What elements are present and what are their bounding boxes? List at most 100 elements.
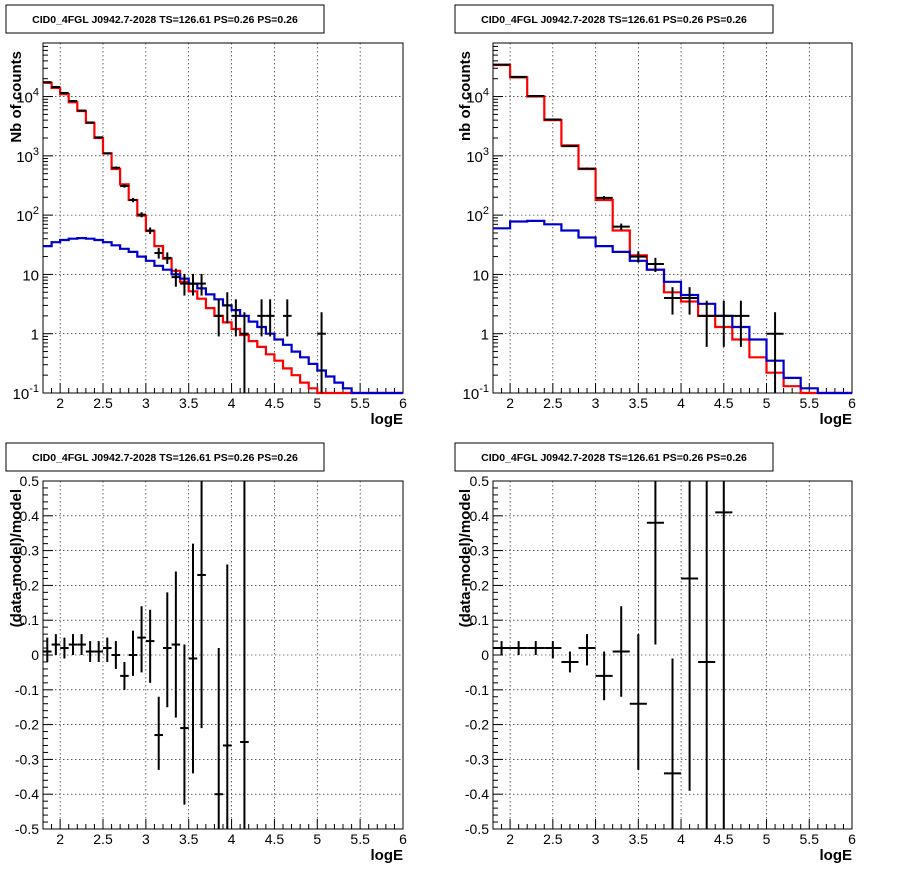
x-axis	[492, 383, 853, 393]
x-tick-label: 2.5	[93, 395, 113, 411]
series-step-1	[493, 219, 852, 395]
y-tick-label: -0.4	[15, 786, 39, 802]
grid	[43, 481, 403, 829]
x-tick-label: 4.5	[714, 395, 734, 411]
series-step-1	[43, 237, 403, 395]
chart-title: CID0_4FGL J0942.7-2028 TS=126.61 PS=0.26…	[32, 452, 298, 464]
x-tick-label: 6	[399, 395, 407, 411]
y-tick-label: 10-1	[13, 383, 39, 403]
y-tick-label: 1	[481, 327, 489, 344]
y-axis-label: (data-model)/model	[457, 489, 474, 627]
chart-panel-2: CID0_4FGL J0942.7-2028 TS=126.61 PS=0.26…	[454, 4, 856, 428]
x-tick-label: 4.5	[265, 395, 285, 411]
x-tick-label: 3	[592, 831, 600, 847]
y-axis-label: Nb of counts	[8, 51, 25, 143]
y-tick-label: -0.2	[15, 717, 39, 733]
y-axis	[43, 42, 53, 394]
x-tick-label: 3.5	[179, 831, 199, 847]
x-tick-label: 2.5	[93, 831, 113, 847]
plot-frame	[492, 42, 853, 394]
chart-title: CID0_4FGL J0942.7-2028 TS=126.61 PS=0.26…	[32, 14, 298, 26]
x-tick-label: 5.5	[800, 395, 820, 411]
y-tick-label: -0.4	[465, 786, 489, 802]
y-tick-label: 0.4	[470, 508, 490, 524]
x-axis-label: logE	[820, 847, 853, 864]
y-tick-label: 102	[16, 205, 39, 225]
data-points	[493, 481, 733, 829]
y-axis-label: (data-model)/model	[8, 489, 25, 627]
x-tick-label: 4.5	[265, 831, 285, 847]
y-tick-label: 103	[16, 146, 39, 166]
y-tick-label: 102	[466, 205, 489, 225]
x-tick-label: 3	[592, 395, 600, 411]
chart-panel-3: CID0_4FGL J0942.7-2028 TS=126.61 PS=0.26…	[5, 442, 407, 864]
chart-panel-1: CID0_4FGL J0942.7-2028 TS=126.61 PS=0.26…	[5, 4, 407, 428]
plot-frame	[42, 42, 404, 394]
x-tick-label: 5.5	[350, 831, 370, 847]
y-tick-label: 0.3	[20, 543, 40, 559]
title-box	[454, 442, 774, 472]
x-tick-label: 2	[56, 831, 64, 847]
x-tick-label: 3	[142, 831, 150, 847]
y-tick-label: 0.5	[470, 473, 490, 489]
x-tick-label: 4	[228, 395, 236, 411]
x-tick-label: 4	[677, 395, 685, 411]
x-axis	[492, 819, 853, 829]
y-tick-label: 10	[22, 267, 39, 284]
y-tick-label: 0	[481, 647, 489, 663]
grid	[43, 43, 403, 393]
x-tick-label: 3.5	[179, 395, 199, 411]
x-axis	[42, 819, 404, 829]
y-tick-label: 0.2	[20, 577, 40, 593]
x-tick-label: 5	[313, 831, 321, 847]
y-axis	[43, 480, 53, 830]
y-tick-label: -0.3	[15, 751, 39, 767]
y-tick-label: -0.1	[15, 682, 39, 698]
x-tick-label: 3.5	[629, 395, 649, 411]
title-box	[5, 442, 325, 472]
x-tick-label: 6	[399, 831, 407, 847]
chart-title: CID0_4FGL J0942.7-2028 TS=126.61 PS=0.26…	[481, 14, 747, 26]
y-tick-label: 1	[31, 327, 39, 344]
x-tick-label: 5.5	[350, 395, 370, 411]
x-axis-label: logE	[371, 411, 404, 428]
y-tick-label: 103	[466, 146, 489, 166]
x-tick-label: 3.5	[629, 831, 649, 847]
grid	[493, 43, 852, 393]
x-tick-label: 4.5	[714, 831, 734, 847]
title-box	[454, 4, 774, 34]
data-points	[493, 63, 784, 393]
y-tick-label: -0.2	[465, 717, 489, 733]
x-tick-label: 5	[763, 395, 771, 411]
x-tick-label: 2	[506, 395, 514, 411]
x-tick-label: 4	[228, 831, 236, 847]
series-step-0	[43, 81, 403, 395]
y-tick-label: 0.3	[470, 543, 490, 559]
y-tick-label: 0.1	[20, 612, 40, 628]
x-tick-label: 2	[506, 831, 514, 847]
y-tick-label: 104	[466, 87, 489, 107]
x-tick-label: 2	[56, 395, 64, 411]
y-axis	[493, 42, 503, 394]
x-tick-label: 6	[848, 831, 856, 847]
x-tick-label: 3	[142, 395, 150, 411]
y-tick-label: -0.3	[465, 751, 489, 767]
y-tick-label: 10	[472, 267, 489, 284]
y-tick-label: 10-1	[463, 383, 489, 403]
y-tick-label: 0	[31, 647, 39, 663]
x-axis-label: logE	[820, 411, 853, 428]
y-tick-label: 0.2	[470, 577, 490, 593]
series-step-0	[493, 63, 852, 395]
y-tick-label: 0.5	[20, 473, 40, 489]
x-tick-label: 6	[848, 395, 856, 411]
x-tick-label: 5	[763, 831, 771, 847]
y-tick-label: -0.5	[465, 821, 489, 837]
x-tick-label: 4	[677, 831, 685, 847]
x-axis	[42, 383, 404, 393]
y-tick-label: 104	[16, 87, 39, 107]
x-tick-label: 2.5	[543, 831, 563, 847]
data-points	[43, 81, 326, 393]
x-tick-label: 2.5	[543, 395, 563, 411]
x-axis-label: logE	[371, 847, 404, 864]
